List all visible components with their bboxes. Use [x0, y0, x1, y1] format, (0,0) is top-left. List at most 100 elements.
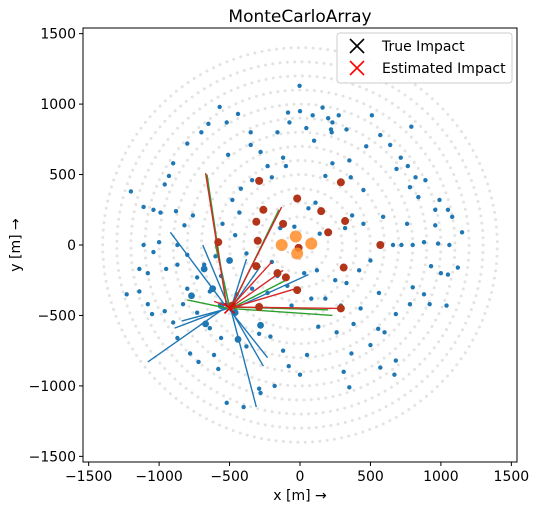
ring-dot	[302, 398, 306, 402]
ring-dot	[198, 413, 202, 417]
ring-dot	[388, 419, 392, 423]
ring-dot	[309, 217, 313, 221]
telescope-point	[437, 197, 442, 203]
ring-dot	[426, 112, 430, 116]
ring-dot	[150, 162, 154, 166]
ring-dot	[261, 285, 265, 289]
ring-dot	[161, 171, 165, 175]
ring-dot	[359, 386, 363, 390]
ring-dot	[295, 215, 299, 219]
ring-dot	[369, 290, 373, 294]
ring-dot	[198, 107, 202, 111]
telescope-large-point	[259, 205, 268, 214]
ring-dot	[418, 362, 422, 366]
ring-dot	[103, 214, 107, 217]
ring-dot	[104, 206, 108, 210]
ring-dot	[285, 312, 289, 316]
ring-dot	[441, 184, 445, 188]
telescope-point	[410, 242, 415, 248]
ring-dot	[321, 339, 325, 343]
ring-dot	[131, 268, 135, 272]
ring-dot	[256, 421, 260, 425]
telescope-point	[145, 301, 151, 307]
ring-dot	[279, 132, 283, 136]
ring-dot	[232, 351, 236, 355]
ring-dot	[300, 328, 304, 332]
ring-dot	[134, 203, 138, 207]
ring-dot	[138, 296, 142, 300]
ring-dot	[179, 104, 183, 108]
ring-dot	[200, 253, 204, 257]
ring-dot	[299, 102, 303, 106]
ring-dot	[446, 198, 450, 202]
ring-dot	[419, 87, 423, 91]
ring-dot	[228, 397, 232, 401]
ring-dot	[286, 145, 290, 149]
ring-dot	[428, 351, 432, 355]
ring-dot	[248, 126, 252, 130]
ring-dot	[193, 172, 197, 176]
ring-dot	[269, 212, 273, 216]
ring-dot	[390, 208, 394, 212]
ring-dot	[143, 249, 147, 253]
ring-dot	[356, 146, 360, 150]
ring-dot	[267, 48, 271, 52]
ring-dot	[314, 411, 318, 415]
ring-dot	[298, 229, 302, 233]
ring-dot	[371, 310, 375, 314]
ring-dot	[430, 390, 434, 394]
ring-dot	[423, 219, 427, 223]
ring-dot	[341, 94, 345, 98]
ring-dot	[192, 282, 196, 286]
ring-dot	[382, 255, 386, 259]
ring-dot	[467, 142, 471, 146]
ring-dot	[205, 69, 209, 73]
ring-dot	[286, 250, 290, 254]
ring-dot	[340, 436, 344, 440]
ring-dot	[230, 293, 234, 297]
telescope-point	[175, 262, 180, 267]
ring-dot	[354, 247, 358, 251]
telescope-point	[175, 335, 180, 341]
ring-dot	[224, 379, 228, 383]
ring-dot	[130, 347, 134, 351]
ring-dot	[407, 273, 411, 277]
ring-dot	[291, 116, 295, 120]
ring-dot	[326, 247, 330, 251]
ring-dot	[321, 310, 325, 314]
ring-dot	[188, 268, 192, 272]
telescope-point	[342, 225, 348, 231]
telescope-large-point	[281, 273, 290, 282]
ring-dot	[222, 394, 226, 398]
ring-dot	[161, 276, 165, 280]
telescope-point	[238, 186, 244, 191]
ring-dot	[220, 209, 224, 213]
ring-dot	[208, 403, 212, 407]
ring-dot	[292, 102, 296, 106]
telescope-point	[399, 242, 404, 248]
ring-dot	[477, 325, 481, 329]
ring-dot	[265, 135, 269, 139]
ring-dot	[308, 145, 312, 149]
ring-dot	[131, 217, 135, 221]
ring-dot	[336, 137, 340, 141]
ring-dot	[411, 237, 415, 241]
ring-dot	[292, 426, 296, 430]
ring-dot	[350, 419, 354, 423]
ring-dot	[376, 360, 380, 364]
ring-dot	[264, 63, 268, 67]
ring-dot	[328, 409, 332, 413]
ring-dot	[221, 109, 225, 113]
telescope-point	[435, 241, 441, 246]
telescope-large-point	[255, 176, 264, 185]
ring-dot	[449, 140, 453, 144]
ring-dot	[327, 120, 331, 124]
ring-dot	[417, 198, 421, 202]
ring-dot	[330, 77, 334, 81]
ring-dot	[218, 63, 222, 67]
ring-dot	[270, 246, 274, 250]
ring-dot	[378, 376, 382, 380]
ring-dot	[144, 263, 148, 267]
ring-dot	[394, 161, 398, 165]
ring-dot	[176, 126, 180, 130]
